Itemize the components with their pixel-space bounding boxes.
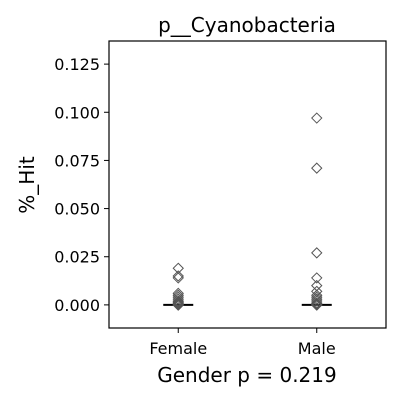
data-point (311, 247, 323, 259)
y-tick-label: 0.125 (54, 55, 100, 74)
y-tick-label: 0.075 (54, 151, 100, 170)
data-point (172, 270, 184, 282)
data-point (172, 299, 184, 311)
data-point (172, 296, 184, 308)
plot-frame (108, 40, 387, 329)
data-point (311, 272, 323, 284)
data-point (311, 112, 323, 124)
data-point (311, 162, 323, 174)
chart-title: p__Cyanobacteria (158, 13, 336, 37)
data-point (172, 295, 184, 307)
data-point (311, 298, 323, 310)
data-point (172, 272, 184, 284)
data-marks (163, 112, 332, 311)
data-point (311, 293, 323, 305)
data-point (172, 293, 184, 305)
data-point (172, 291, 184, 303)
x-axis: Female Male (149, 328, 336, 358)
x-tick-label: Female (149, 339, 207, 358)
y-tick-label: 0.050 (54, 200, 100, 219)
data-point (311, 299, 323, 311)
data-point (172, 298, 184, 310)
y-tick-label: 0.000 (54, 296, 100, 315)
data-point (311, 295, 323, 307)
y-tick-label: 0.025 (54, 248, 100, 267)
x-axis-label: Gender p = 0.219 (157, 363, 336, 387)
y-axis-label: %_Hit (15, 156, 39, 214)
x-tick-label: Male (298, 339, 336, 358)
data-point (311, 279, 323, 292)
data-point (311, 291, 323, 303)
data-point (311, 297, 323, 309)
data-point (172, 262, 184, 274)
data-point (311, 285, 323, 298)
data-point (172, 297, 184, 309)
y-axis: 0.000 0.025 0.050 0.075 0.100 0.125 (54, 55, 109, 315)
y-tick-label: 0.100 (54, 103, 100, 122)
